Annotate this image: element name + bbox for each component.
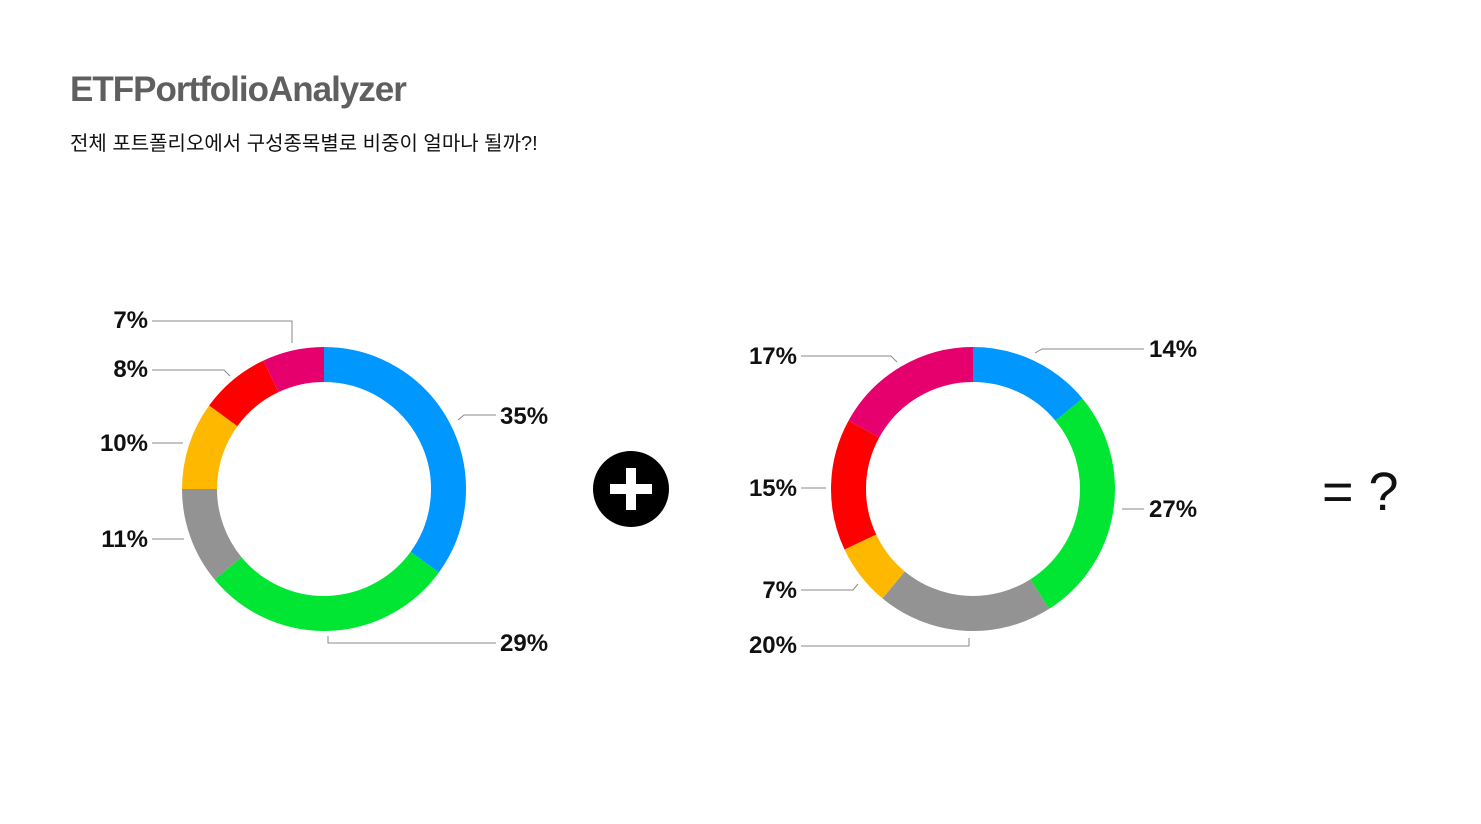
slice-label: 20%: [749, 632, 797, 659]
slice-label: 35%: [500, 403, 548, 430]
slice-label: 10%: [100, 430, 148, 457]
donut-slice: [831, 420, 880, 550]
donut-slice: [323, 347, 466, 573]
slice-label: 27%: [1149, 496, 1197, 523]
donut-slice: [844, 534, 906, 599]
leader-line: [152, 369, 231, 377]
leader-line: [801, 355, 898, 363]
donut-slice: [209, 360, 279, 427]
page-subtitle: 전체 포트폴리오에서 구성종목별로 비중이 얼마나 될까?!: [70, 133, 538, 155]
slice-label: 15%: [749, 475, 797, 502]
leader-line: [152, 320, 293, 343]
donut-slice: [182, 405, 238, 490]
donut-slice: [1029, 398, 1115, 609]
leader-line: [801, 583, 859, 591]
leader-line: [457, 414, 496, 421]
page-title: ETFPortfolioAnalyzer: [70, 70, 407, 109]
donut-slice: [214, 551, 439, 631]
donut-chart-right: 14% 27% 20% 7% 15% 17%: [749, 336, 1197, 659]
plus-circle-icon: [593, 451, 669, 527]
slice-label: 14%: [1149, 336, 1197, 363]
slice-label: 7%: [113, 307, 148, 334]
slice-label: 7%: [762, 577, 797, 604]
donut-slice: [848, 347, 974, 438]
slice-label: 11%: [101, 526, 148, 553]
donut-slice: [182, 488, 242, 580]
donut-chart-left: 35% 29% 11% 10% 8% 7%: [100, 307, 548, 657]
slice-label: 29%: [500, 630, 548, 657]
donut-slice: [882, 571, 1050, 631]
slice-label: 17%: [749, 343, 797, 370]
slice-label: 8%: [113, 356, 148, 383]
leader-line: [327, 636, 496, 644]
donut-slice: [972, 347, 1083, 422]
leader-line: [1034, 348, 1144, 354]
equals-question-text: = ?: [1322, 462, 1399, 522]
donut-slice: [263, 347, 325, 393]
leader-line: [801, 638, 970, 647]
